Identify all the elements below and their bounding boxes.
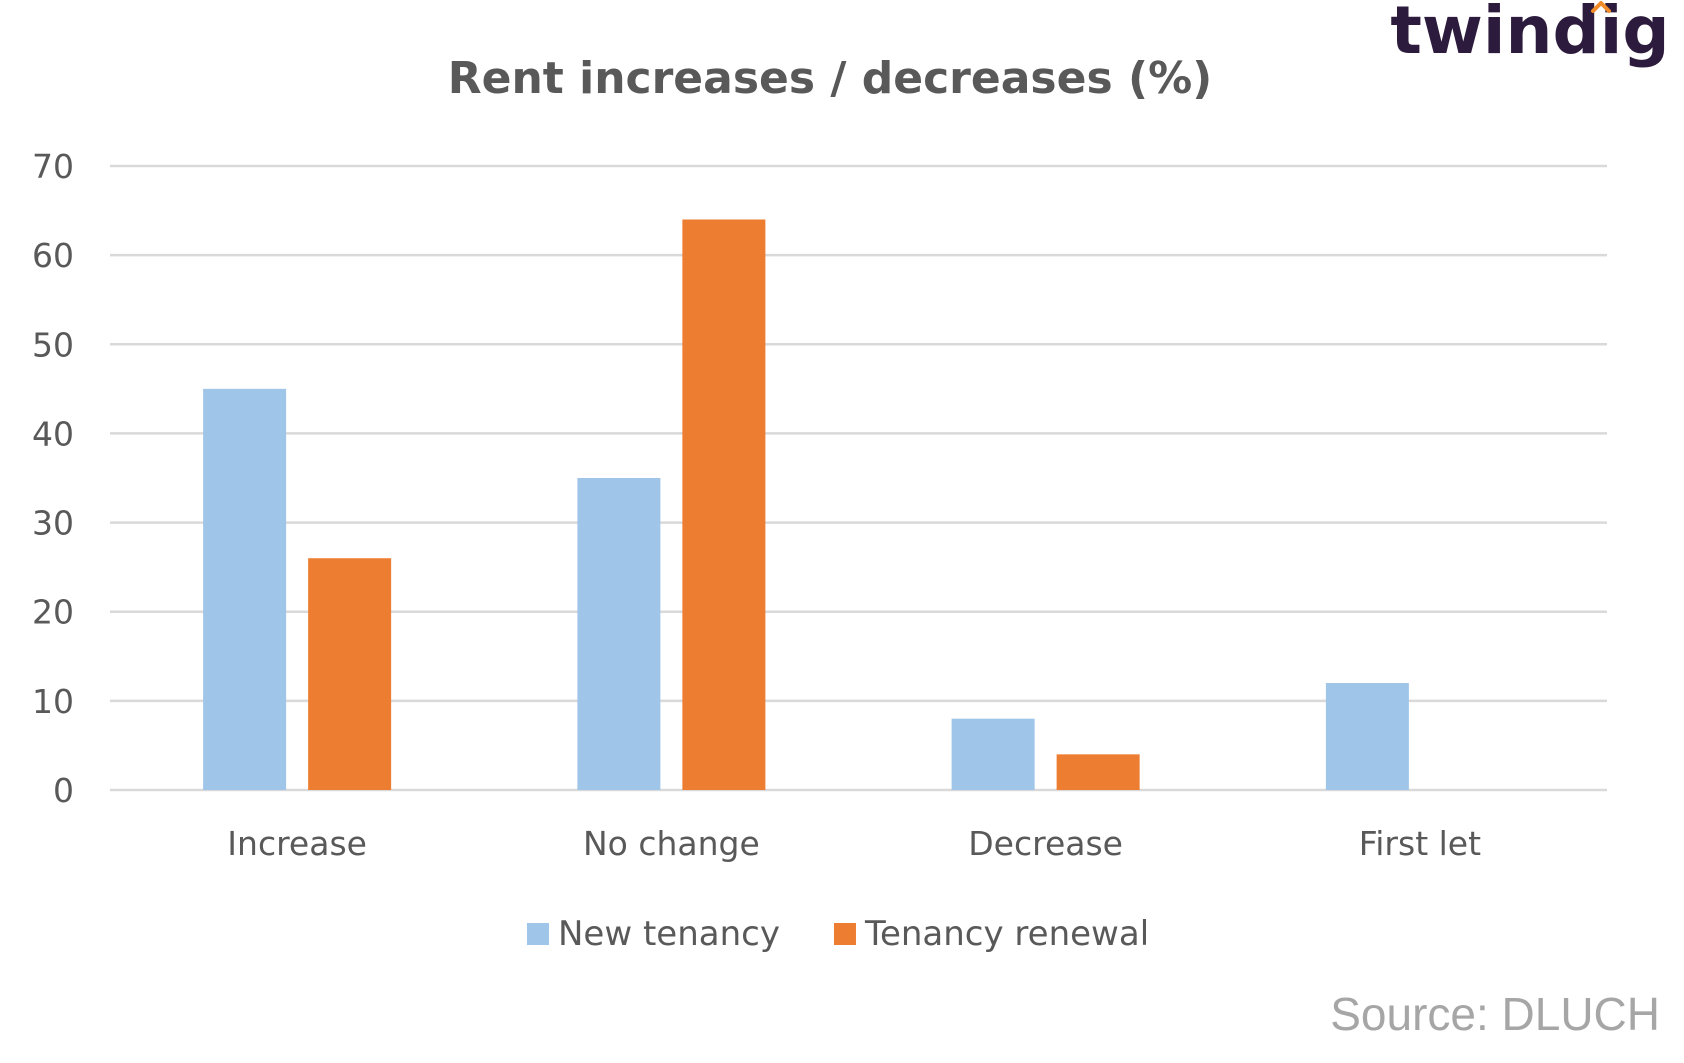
- x-axis-categories: Increase No change Decrease First let: [227, 824, 1481, 863]
- bar: [203, 388, 287, 790]
- y-tick-label: 50: [32, 325, 74, 364]
- x-category-label: Decrease: [968, 824, 1123, 863]
- y-tick-label: 10: [32, 682, 74, 721]
- bar: [1056, 754, 1140, 790]
- legend-label: Tenancy renewal: [864, 914, 1149, 954]
- bar: [682, 219, 766, 790]
- chart-title: Rent increases / decreases (%): [448, 53, 1213, 104]
- legend-swatch: [527, 923, 549, 945]
- bar: [308, 558, 392, 790]
- bar: [951, 718, 1035, 790]
- y-axis-ticks: 0 10 20 30 40 50 60 70: [32, 147, 74, 810]
- logo-accent-icon: [1591, 1, 1611, 13]
- x-category-label: Increase: [227, 824, 367, 863]
- legend-label: New tenancy: [558, 914, 780, 954]
- bar: [1325, 683, 1409, 790]
- y-tick-label: 0: [53, 771, 74, 810]
- legend: New tenancy Tenancy renewal: [527, 914, 1149, 954]
- logo-text: twindig: [1390, 0, 1669, 69]
- y-tick-label: 60: [32, 236, 74, 275]
- bar: [577, 478, 661, 790]
- bars: [203, 219, 1409, 790]
- y-tick-label: 20: [32, 593, 74, 632]
- legend-swatch: [833, 923, 856, 945]
- y-tick-label: 70: [32, 147, 74, 186]
- x-category-label: First let: [1359, 824, 1481, 863]
- y-tick-label: 30: [32, 504, 74, 543]
- twindig-logo: twindig: [1390, 0, 1669, 69]
- source-label: Source: DLUCH: [1330, 988, 1660, 1040]
- y-tick-label: 40: [32, 414, 74, 453]
- x-category-label: No change: [583, 824, 760, 863]
